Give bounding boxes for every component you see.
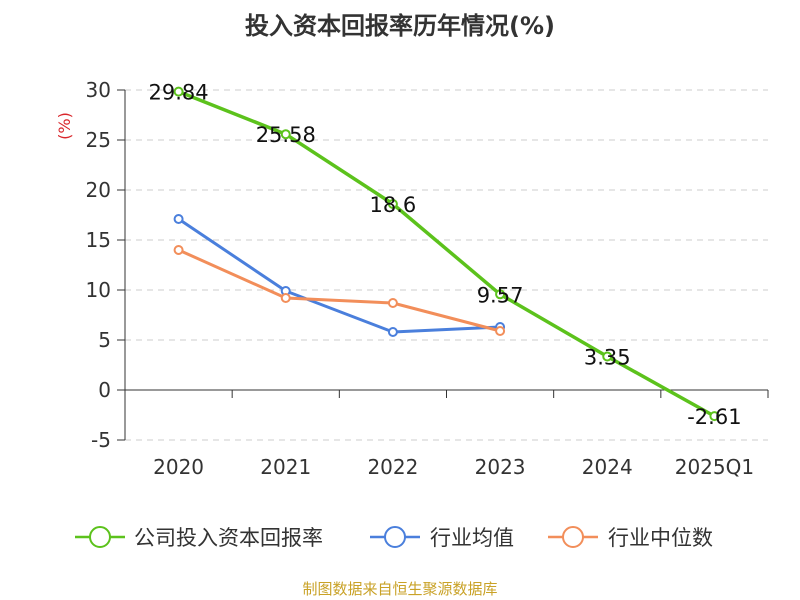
gridlines bbox=[125, 89, 768, 441]
data-point bbox=[709, 411, 720, 422]
chart-title: 投入资本回报率历年情况(%) bbox=[245, 12, 555, 40]
x-tick-label: 2021 bbox=[260, 455, 311, 479]
x-tick-label: 2020 bbox=[153, 455, 204, 479]
data-label: 3.35 bbox=[584, 346, 631, 370]
y-tick-label: 20 bbox=[86, 178, 111, 202]
series-lines bbox=[173, 86, 720, 422]
y-axis-label: (%) bbox=[55, 112, 74, 140]
data-label: 25.58 bbox=[256, 123, 316, 147]
data-point bbox=[387, 327, 398, 337]
legend-item[interactable]: 公司投入资本回报率 bbox=[75, 526, 323, 550]
legend[interactable]: 公司投入资本回报率 行业均值 行业中位数 bbox=[75, 526, 713, 550]
x-tick-label: 2024 bbox=[582, 455, 633, 479]
series-line-2 bbox=[177, 248, 501, 333]
legend-marker bbox=[384, 526, 406, 548]
x-tick-label: 2025Q1 bbox=[675, 455, 754, 479]
axes: -5 0 5 10 15 20 25 30 2020 2021 2022 2023 2024 2025Q1 bbox=[86, 78, 769, 479]
y-tick-label: 5 bbox=[98, 328, 111, 352]
data-label: 18.6 bbox=[370, 193, 417, 217]
data-labels: 29.84 25.58 18.6 9.57 3.35 -2.61 bbox=[149, 81, 742, 430]
y-tick-label: 25 bbox=[86, 128, 111, 152]
data-point bbox=[280, 293, 291, 303]
data-point bbox=[602, 351, 613, 362]
data-point bbox=[387, 298, 398, 308]
y-tick-label: 0 bbox=[98, 378, 111, 402]
y-tick-label: 10 bbox=[86, 278, 111, 302]
source-note: 制图数据来自恒生聚源数据库 bbox=[302, 580, 498, 598]
legend-label: 公司投入资本回报率 bbox=[134, 526, 323, 550]
y-tick-label: -5 bbox=[91, 428, 111, 452]
data-point bbox=[495, 289, 506, 300]
data-point bbox=[173, 214, 184, 224]
data-point bbox=[280, 129, 291, 140]
data-label: -2.61 bbox=[687, 405, 741, 429]
data-label: 29.84 bbox=[149, 81, 209, 105]
y-tick-label: 30 bbox=[86, 78, 111, 102]
data-label: 9.57 bbox=[477, 283, 524, 307]
y-tick-label: 15 bbox=[86, 228, 111, 252]
data-point bbox=[387, 199, 398, 209]
x-tick-label: 2022 bbox=[367, 455, 418, 479]
legend-label: 行业均值 bbox=[430, 526, 514, 550]
x-tick-label: 2023 bbox=[475, 455, 526, 479]
legend-item[interactable]: 行业中位数 bbox=[548, 526, 713, 550]
data-point bbox=[173, 245, 184, 255]
data-point bbox=[173, 86, 184, 97]
series-line-1 bbox=[177, 217, 501, 334]
data-point bbox=[495, 326, 506, 336]
legend-marker bbox=[89, 526, 111, 548]
series-line-0 bbox=[177, 89, 716, 418]
legend-label: 行业中位数 bbox=[608, 526, 713, 550]
legend-item[interactable]: 行业均值 bbox=[370, 526, 514, 550]
legend-marker bbox=[562, 526, 584, 548]
